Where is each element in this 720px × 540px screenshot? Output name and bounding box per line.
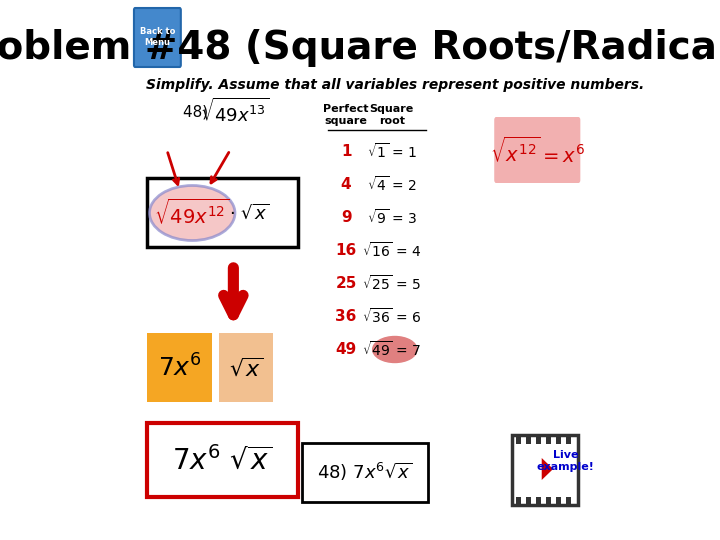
Text: Back to
Menu: Back to Menu — [140, 28, 175, 46]
Text: 48): 48) — [183, 105, 212, 119]
Text: $\sqrt{x^{12}} = x^6$: $\sqrt{x^{12}} = x^6$ — [490, 137, 585, 167]
FancyBboxPatch shape — [516, 437, 521, 444]
FancyBboxPatch shape — [526, 497, 531, 504]
FancyBboxPatch shape — [567, 497, 572, 504]
Text: Square
root: Square root — [369, 104, 414, 126]
Text: 4: 4 — [341, 177, 351, 192]
FancyBboxPatch shape — [536, 497, 541, 504]
Text: $\sqrt{1}$ = 1: $\sqrt{1}$ = 1 — [366, 142, 417, 161]
Text: $\sqrt{x}$: $\sqrt{x}$ — [228, 356, 264, 380]
Text: 36: 36 — [336, 309, 356, 324]
FancyBboxPatch shape — [526, 437, 531, 444]
FancyBboxPatch shape — [512, 435, 578, 505]
Text: $7x^6\ \sqrt{x}$: $7x^6\ \sqrt{x}$ — [171, 447, 272, 476]
Ellipse shape — [373, 336, 417, 362]
Text: 49: 49 — [336, 342, 356, 357]
Text: Simplify. Assume that all variables represent positive numbers.: Simplify. Assume that all variables repr… — [146, 78, 644, 92]
Text: $48)\ 7x^6\sqrt{x}$: $48)\ 7x^6\sqrt{x}$ — [317, 461, 413, 483]
Text: Perfect
square: Perfect square — [323, 104, 369, 126]
FancyBboxPatch shape — [516, 497, 521, 504]
FancyBboxPatch shape — [567, 437, 572, 444]
Text: $\sqrt{16}$ = 4: $\sqrt{16}$ = 4 — [362, 241, 421, 260]
FancyBboxPatch shape — [302, 443, 428, 502]
FancyBboxPatch shape — [536, 437, 541, 444]
FancyBboxPatch shape — [557, 497, 562, 504]
Text: $\cdot\ \sqrt{x}$: $\cdot\ \sqrt{x}$ — [229, 204, 269, 222]
Text: Problem #48 (Square Roots/Radicals): Problem #48 (Square Roots/Radicals) — [0, 29, 720, 67]
FancyBboxPatch shape — [147, 178, 298, 247]
Text: 1: 1 — [341, 144, 351, 159]
FancyBboxPatch shape — [546, 437, 552, 444]
FancyBboxPatch shape — [147, 333, 212, 402]
Text: $\sqrt{9}$ = 3: $\sqrt{9}$ = 3 — [366, 208, 417, 227]
Text: 9: 9 — [341, 210, 351, 225]
Text: $\sqrt{4}$ = 2: $\sqrt{4}$ = 2 — [366, 175, 417, 194]
FancyBboxPatch shape — [494, 117, 580, 183]
Text: $\sqrt{49x^{13}}$: $\sqrt{49x^{13}}$ — [200, 98, 270, 126]
Text: $\sqrt{49}$ = 7: $\sqrt{49}$ = 7 — [362, 340, 421, 359]
FancyBboxPatch shape — [220, 333, 273, 402]
Text: $\sqrt{25}$ = 5: $\sqrt{25}$ = 5 — [362, 274, 421, 293]
Text: $\sqrt{49x^{12}}$: $\sqrt{49x^{12}}$ — [155, 198, 230, 228]
Text: Live
example!: Live example! — [537, 450, 595, 472]
FancyBboxPatch shape — [134, 8, 181, 67]
Text: $7x^6$: $7x^6$ — [158, 354, 202, 382]
FancyBboxPatch shape — [557, 437, 562, 444]
Polygon shape — [541, 458, 553, 480]
Ellipse shape — [150, 186, 235, 240]
Text: 25: 25 — [336, 276, 356, 291]
FancyBboxPatch shape — [147, 423, 298, 497]
Text: 16: 16 — [336, 243, 356, 258]
FancyBboxPatch shape — [546, 497, 552, 504]
Text: $\sqrt{36}$ = 6: $\sqrt{36}$ = 6 — [362, 307, 421, 326]
